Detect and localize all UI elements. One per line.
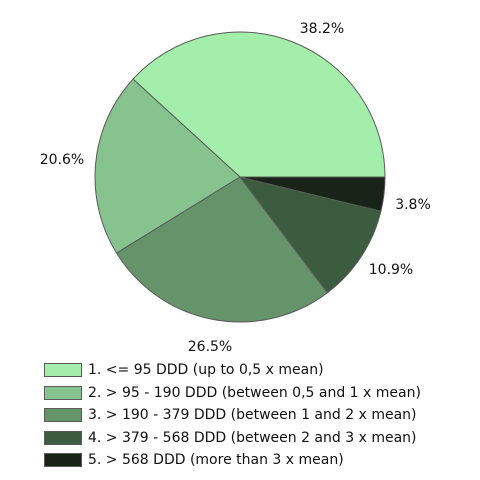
legend-swatch-5 bbox=[44, 453, 82, 468]
data-label-4: 10.9% bbox=[369, 262, 413, 278]
legend-swatch-2 bbox=[44, 385, 82, 400]
data-label-2: 20.6% bbox=[40, 152, 84, 168]
pie-data-labels: 38.2% 20.6% 26.5% 10.9% 3.8% bbox=[40, 21, 431, 355]
legend-item-1: 1. <= 95 DDD (up to 0,5 x mean) bbox=[44, 359, 474, 382]
legend-item-5: 5. > 568 DDD (more than 3 x mean) bbox=[44, 449, 474, 472]
legend: 1. <= 95 DDD (up to 0,5 x mean) 2. > 95 … bbox=[44, 359, 474, 472]
legend-item-2: 2. > 95 - 190 DDD (between 0,5 and 1 x m… bbox=[44, 382, 474, 405]
legend-label-1: 1. <= 95 DDD (up to 0,5 x mean) bbox=[88, 362, 324, 379]
data-label-1: 38.2% bbox=[300, 21, 344, 37]
legend-label-2: 2. > 95 - 190 DDD (between 0,5 and 1 x m… bbox=[88, 384, 421, 401]
legend-swatch-4 bbox=[44, 430, 82, 445]
legend-label-5: 5. > 568 DDD (more than 3 x mean) bbox=[88, 452, 344, 469]
legend-label-3: 3. > 190 - 379 DDD (between 1 and 2 x me… bbox=[88, 407, 417, 424]
legend-swatch-1 bbox=[44, 363, 82, 378]
pie-slice-3 bbox=[116, 176, 328, 323]
legend-swatch-3 bbox=[44, 408, 82, 423]
data-label-5: 3.8% bbox=[395, 197, 431, 213]
data-label-3: 26.5% bbox=[188, 339, 232, 355]
legend-item-4: 4. > 379 - 568 DDD (between 2 and 3 x me… bbox=[44, 427, 474, 450]
pie-slice-5 bbox=[239, 176, 386, 212]
legend-item-3: 3. > 190 - 379 DDD (between 1 and 2 x me… bbox=[44, 404, 474, 427]
pie-slice-1 bbox=[132, 31, 386, 178]
pie-slice-2 bbox=[94, 78, 241, 254]
pie-slice-4 bbox=[239, 176, 382, 294]
legend-label-4: 4. > 379 - 568 DDD (between 2 and 3 x me… bbox=[88, 429, 417, 446]
pie-slices bbox=[94, 31, 386, 323]
